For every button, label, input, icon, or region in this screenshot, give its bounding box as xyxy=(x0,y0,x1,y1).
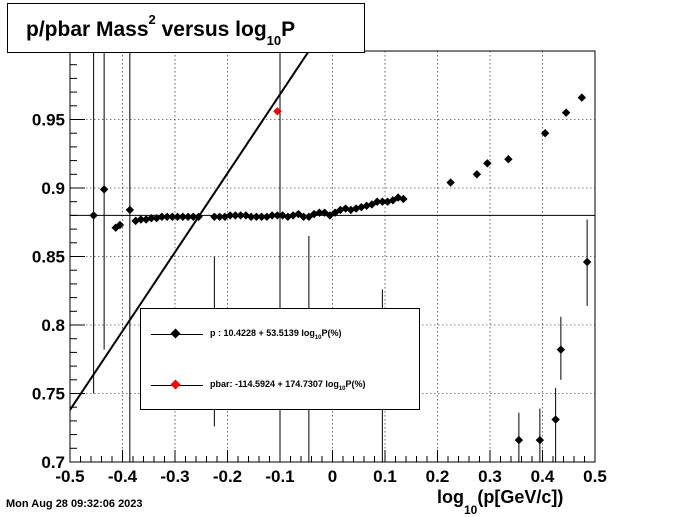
x-tick-label-2: -0.3 xyxy=(160,467,189,486)
data-point-p-35 xyxy=(299,212,308,221)
legend-label-pbar: pbar: -114.5924 + 174.7307 log xyxy=(210,379,339,389)
y-tick-label-2: 0.8 xyxy=(41,316,65,335)
data-point-p-64 xyxy=(561,108,571,117)
x-axis-label-prefix: log xyxy=(437,487,464,507)
data-point-p-37 xyxy=(309,209,319,219)
data-point-p-49 xyxy=(372,197,382,206)
data-point-p-27 xyxy=(257,212,266,221)
x-tick-label-7: 0.2 xyxy=(426,467,450,486)
data-point-p-23 xyxy=(236,211,245,220)
data-point-p-47 xyxy=(362,201,371,211)
legend-sub-pbar: 10 xyxy=(338,385,346,392)
data-point-p-13 xyxy=(173,212,182,221)
data-point-p-66 xyxy=(582,257,592,267)
data-point-p-11 xyxy=(162,212,172,221)
data-point-p-59 xyxy=(514,435,524,445)
y-tick-label-4: 0.9 xyxy=(41,179,65,198)
legend-sub-p: 10 xyxy=(314,334,322,341)
x-axis-label: log10(p[GeV/c]) xyxy=(437,487,564,517)
title-suffix: P xyxy=(281,18,296,41)
data-point-p-22 xyxy=(231,211,240,220)
data-point-p-41 xyxy=(330,208,340,217)
legend-label-p: p : 10.4228 + 53.5139 log xyxy=(210,328,315,338)
data-point-p-0 xyxy=(89,211,98,220)
data-point-p-15 xyxy=(183,212,193,221)
legend-marker-p xyxy=(170,328,181,339)
x-tick-label-6: 0.1 xyxy=(373,467,397,486)
data-point-p-4 xyxy=(125,205,135,215)
data-point-p-60 xyxy=(535,435,545,445)
legend-suffix-pbar: P(%) xyxy=(345,379,366,389)
data-point-p-30 xyxy=(273,211,282,220)
y-tick-label-5: 0.95 xyxy=(32,111,65,130)
data-point-p-65 xyxy=(577,93,587,102)
data-point-p-16 xyxy=(189,212,198,221)
data-point-p-56 xyxy=(472,170,482,179)
legend-text-p: p : 10.4228 + 53.5139 log10P(%) xyxy=(210,328,342,341)
data-point-p-14 xyxy=(178,212,188,221)
legend-text-pbar: pbar: -114.5924 + 174.7307 log10P(%) xyxy=(210,379,366,392)
data-point-p-61 xyxy=(540,129,550,138)
data-point-p-8 xyxy=(147,213,156,223)
x-tick-label-5: 0 xyxy=(328,467,337,486)
data-point-p-50 xyxy=(378,197,387,206)
x-tick-label-3: -0.2 xyxy=(213,467,242,486)
data-point-p-12 xyxy=(168,212,177,221)
fit-line xyxy=(70,51,310,411)
x-tick-label-1: -0.4 xyxy=(108,467,138,486)
x-tick-label-10: 0.5 xyxy=(583,467,607,486)
title-prefix: p/pbar Mass xyxy=(26,18,149,41)
data-point-p-63 xyxy=(556,345,566,354)
data-point-p-21 xyxy=(225,211,235,220)
chart-title: p/pbar Mass2 versus log10P xyxy=(26,12,296,48)
y-tick-label-0: 0.7 xyxy=(41,453,65,472)
data-point-p-3 xyxy=(115,220,125,230)
legend-marker-pbar xyxy=(170,379,181,390)
data-point-p-5 xyxy=(131,216,140,226)
data-point-p-18 xyxy=(210,212,219,221)
legend-entry-p: p : 10.4228 + 53.5139 log10P(%) xyxy=(141,325,421,345)
x-tick-label-9: 0.4 xyxy=(531,467,555,486)
data-point-p-58 xyxy=(504,155,513,164)
data-point-p-62 xyxy=(551,415,560,424)
x-axis-label-sub: 10 xyxy=(464,502,478,517)
timestamp: Mon Aug 28 09:32:06 2023 xyxy=(6,498,143,510)
data-point-p-55 xyxy=(446,178,455,187)
data-point-p-39 xyxy=(320,208,329,217)
data-point-p-29 xyxy=(267,211,277,220)
data-point-p-6 xyxy=(136,215,146,224)
data-point-p-53 xyxy=(393,193,403,202)
title-sup: 2 xyxy=(148,12,156,27)
y-tick-label-3: 0.85 xyxy=(32,248,65,267)
data-point-p-26 xyxy=(252,212,261,221)
data-point-p-38 xyxy=(315,208,324,217)
data-point-p-1 xyxy=(99,185,109,194)
legend: p : 10.4228 + 53.5139 log10P(%) pbar: -1… xyxy=(140,308,420,410)
data-point-p-24 xyxy=(241,211,251,220)
data-point-p-57 xyxy=(483,159,492,168)
y-tick-label-1: 0.75 xyxy=(32,385,65,404)
data-point-p-54 xyxy=(399,194,408,204)
x-tick-label-0: -0.5 xyxy=(55,467,84,486)
legend-suffix-p: P(%) xyxy=(321,328,342,338)
data-point-p-19 xyxy=(215,212,224,221)
x-axis-label-suffix: (p[GeV/c]) xyxy=(477,487,564,507)
x-tick-label-4: -0.1 xyxy=(265,467,294,486)
title-sub: 10 xyxy=(266,33,282,49)
data-point-p-48 xyxy=(367,200,377,209)
data-point-pbar-0 xyxy=(273,107,282,116)
legend-entry-pbar: pbar: -114.5924 + 174.7307 log10P(%) xyxy=(141,376,421,396)
title-box: p/pbar Mass2 versus log10P xyxy=(7,3,365,53)
x-tick-label-8: 0.3 xyxy=(478,467,502,486)
data-point-p-25 xyxy=(246,212,256,221)
title-middle: versus log xyxy=(155,18,267,41)
data-point-p-10 xyxy=(157,212,167,221)
data-point-p-17 xyxy=(194,212,203,221)
data-point-p-34 xyxy=(294,209,303,219)
